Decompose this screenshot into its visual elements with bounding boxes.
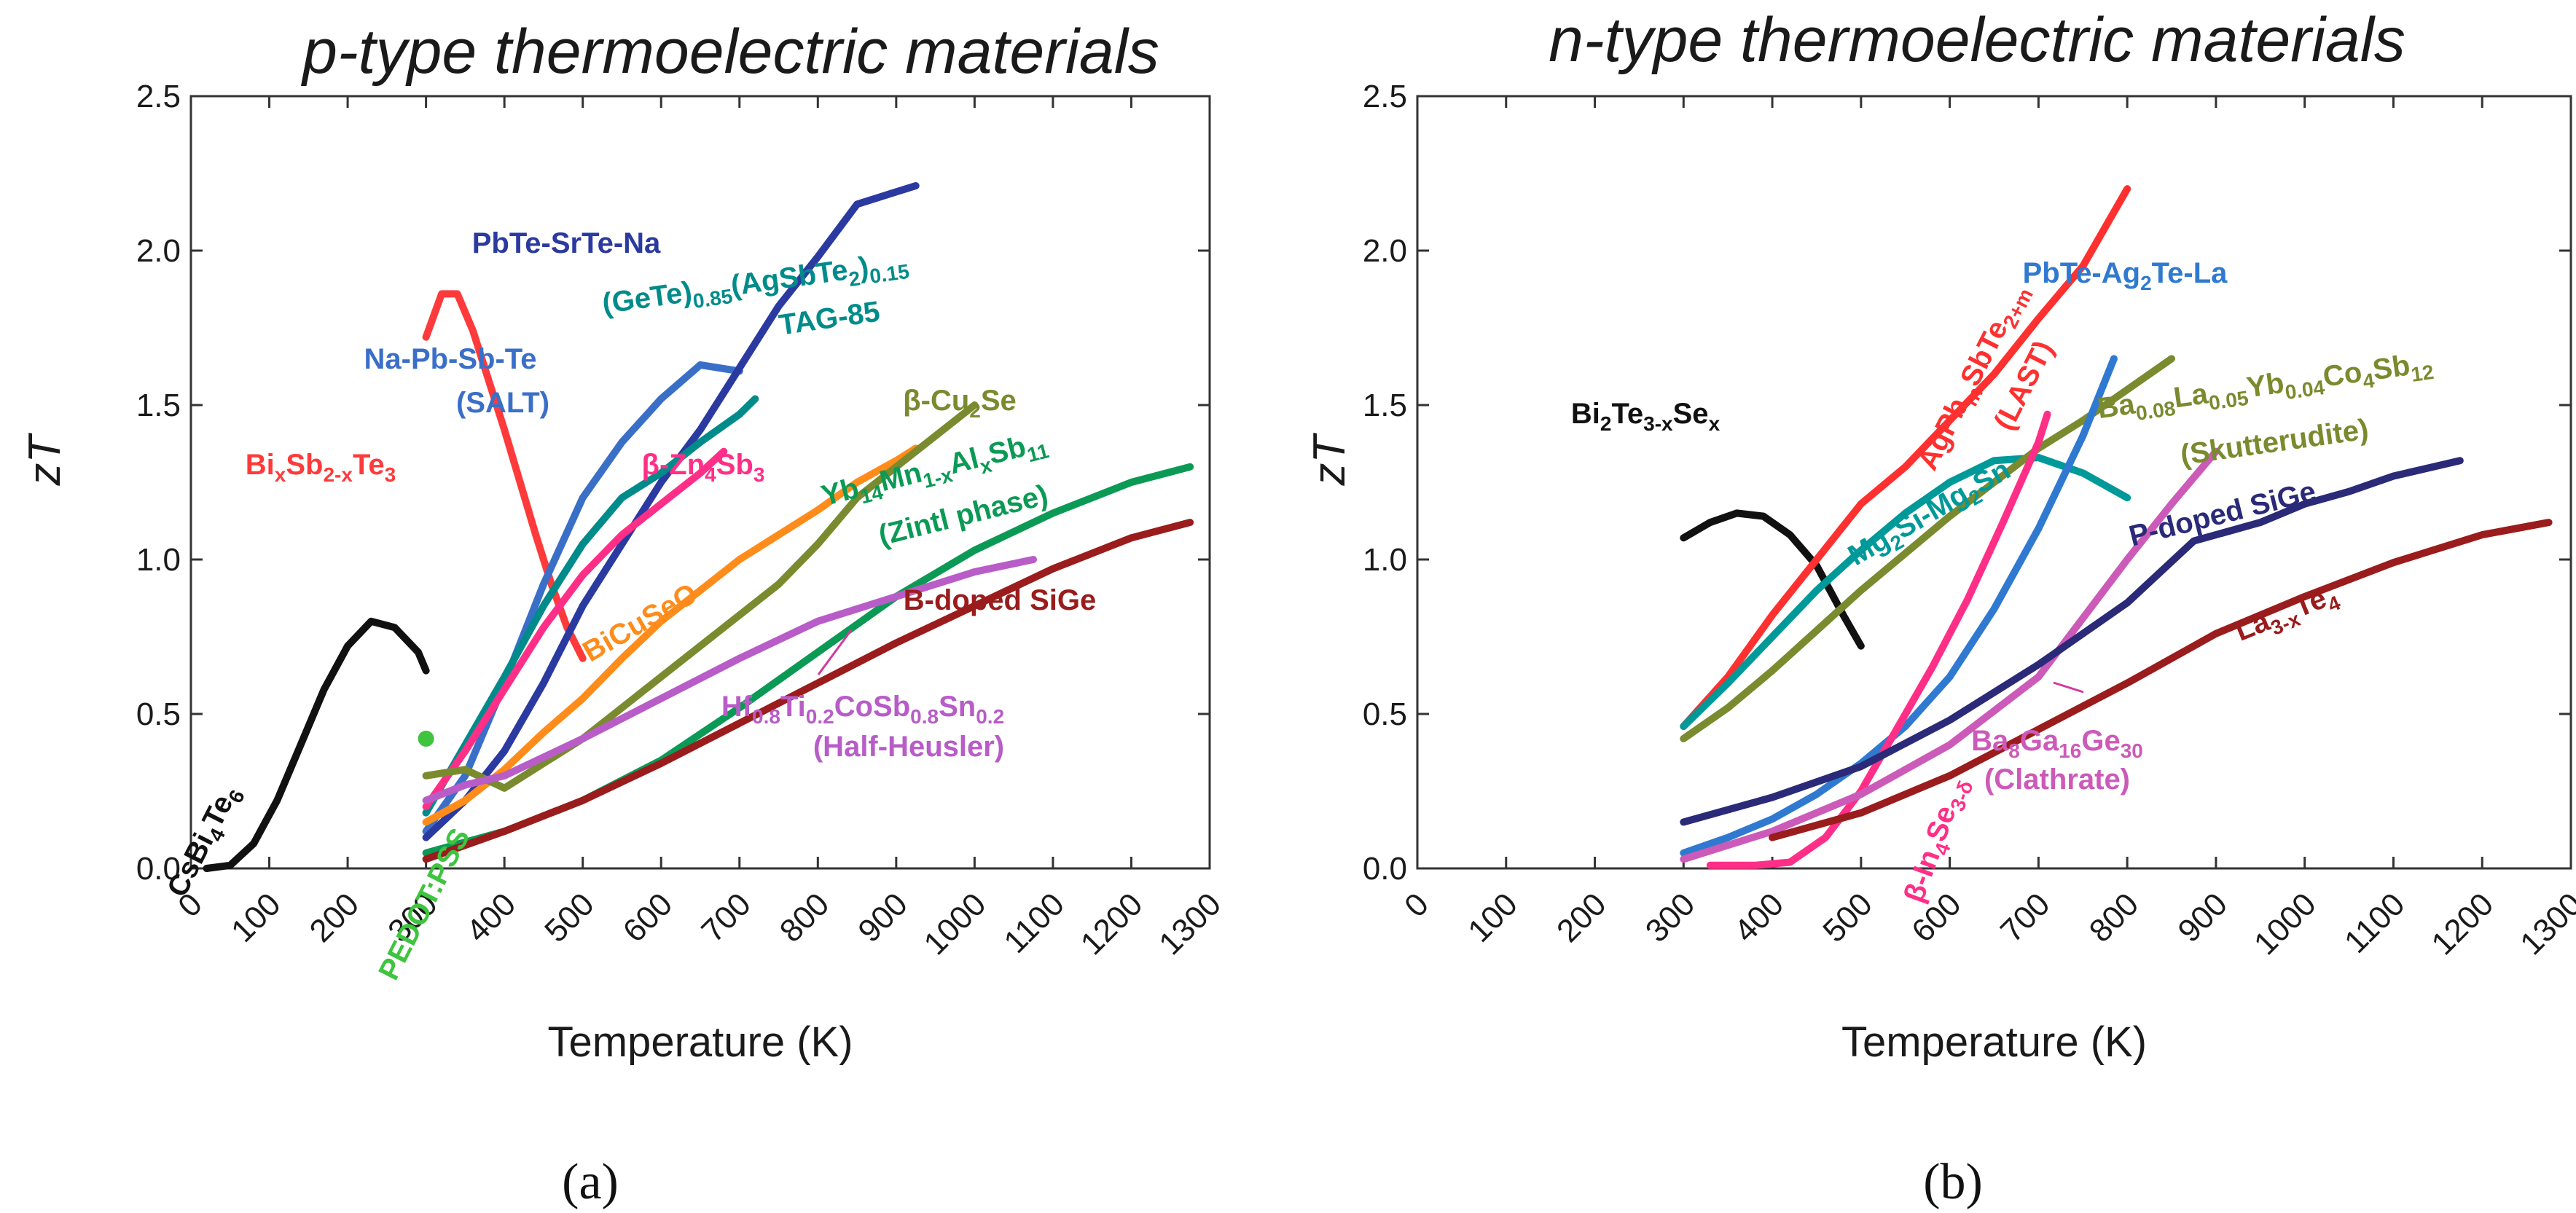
series-label-ba8ga16ge30-clathrate: Ba8Ga16Ge30 bbox=[1971, 725, 2143, 762]
series-line-csbi4te6 bbox=[203, 617, 430, 872]
series-label-b-doped-sige: B-doped SiGe bbox=[904, 584, 1096, 616]
series-line-zn4sb3 bbox=[422, 447, 728, 811]
x-axis-label: Temperature (K) bbox=[547, 1018, 853, 1066]
series-line-ba8ga16ge30-clathrate bbox=[1680, 447, 2220, 863]
series-line-mg2si-mg2sn bbox=[1680, 454, 2131, 730]
y-tick-label: 1.5 bbox=[1363, 388, 1407, 423]
series-line-b-doped-sige bbox=[422, 519, 1194, 863]
y-tick-label: 1.0 bbox=[136, 542, 181, 578]
series-label-pbte-srte-na: PbTe-SrTe-Na bbox=[472, 227, 661, 259]
series-line-pbte-ag2te-la bbox=[1680, 355, 2118, 857]
series-label-ba8ga16ge30-clathrate: (Clathrate) bbox=[1984, 763, 2130, 796]
series-line-hf0-8ti0-2cosb0-8sn0-2-half-heusler bbox=[422, 556, 1037, 804]
series-label-na-pb-sb-te-salt: (SALT) bbox=[456, 387, 549, 419]
series-line-bixsb2-xte3 bbox=[422, 290, 587, 662]
plot-frame bbox=[189, 95, 1211, 870]
series-label-hf0-8ti0-2cosb0-8sn0-2-half-heusler: Hf0.8Ti0.2CoSb0.8Sn0.2 bbox=[721, 691, 1004, 728]
chart-title: p-type thermoelectric materials bbox=[300, 17, 1159, 87]
y-tick-label: 2.5 bbox=[136, 79, 181, 114]
series-label-zn4sb3: β-Zn4Sb3 bbox=[642, 449, 765, 486]
series-label-na-pb-sb-te-salt: Na-Pb-Sb-Te bbox=[364, 343, 536, 375]
series-line-in4se3 bbox=[1706, 410, 2051, 869]
label-pointer-arrow bbox=[2053, 681, 2084, 694]
series-line-na-pb-sb-te-salt bbox=[422, 361, 743, 836]
y-tick-label: 0.5 bbox=[136, 696, 181, 732]
y-axis-label: zT bbox=[1304, 432, 1355, 486]
plot-frame bbox=[1416, 95, 2572, 870]
series-label-pbte-ag2te-la: PbTe-Ag2Te-La bbox=[2023, 257, 2228, 294]
y-tick-label: 2.0 bbox=[1363, 233, 1407, 269]
y-tick-label: 2.0 bbox=[136, 233, 181, 269]
x-axis-label: Temperature (K) bbox=[1841, 1018, 2147, 1066]
series-label-ba0-08la0-05yb0-04co4sb12-skutterudite: Ba0.08La0.05Yb0.04Co4Sb12 bbox=[2096, 346, 2435, 430]
panel-b-n-type: 0.00.51.01.52.02.50 100 200 300 400 500 600 700… bbox=[1304, 5, 2576, 1210]
y-tick-label: 0.0 bbox=[1363, 851, 1407, 887]
series-line-gete-0-85-agsbte2-0-15-tag-85 bbox=[422, 395, 759, 817]
series-line-p-doped-sige bbox=[1680, 457, 2464, 826]
y-tick-label: 1.5 bbox=[136, 388, 181, 423]
label-pointer-arrow bbox=[817, 629, 853, 675]
panel-caption: (a) bbox=[562, 1154, 619, 1210]
y-tick-label: 1.0 bbox=[1363, 542, 1407, 578]
series-line-agpbmsbte2-m-last bbox=[1680, 185, 2131, 730]
chart-title: n-type thermoelectric materials bbox=[1549, 5, 2405, 75]
panel-caption: (b) bbox=[1923, 1154, 1983, 1210]
series-label-bixsb2-xte3: BixSb2-xTe3 bbox=[246, 449, 396, 486]
series-label-hf0-8ti0-2cosb0-8sn0-2-half-heusler: (Half-Heusler) bbox=[813, 731, 1004, 763]
y-tick-label: 0.0 bbox=[136, 851, 181, 887]
series-line-la3-xte4 bbox=[1769, 519, 2553, 841]
series-line-bicuseo bbox=[422, 444, 920, 826]
series-label-bi2te3-xsex: Bi2Te3-xSex bbox=[1571, 398, 1720, 435]
y-tick-label: 0.5 bbox=[1363, 696, 1407, 732]
series-label-cu2se: β-Cu2Se bbox=[903, 385, 1017, 422]
series-marker-pedot-pss bbox=[418, 730, 434, 747]
series-line-cu2se bbox=[422, 401, 979, 792]
y-tick-label: 2.5 bbox=[1363, 79, 1407, 114]
y-axis-label: zT bbox=[20, 432, 70, 486]
